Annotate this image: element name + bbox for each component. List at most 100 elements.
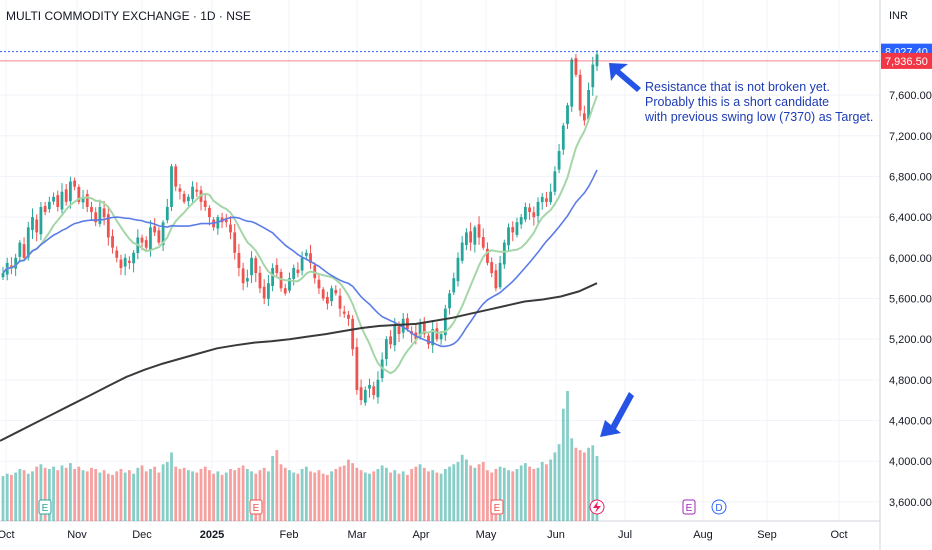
- candle-body: [283, 288, 287, 294]
- volume-bar: [10, 474, 13, 521]
- candle-body: [372, 386, 376, 396]
- candle-body: [342, 311, 346, 314]
- volume-bar: [545, 464, 548, 521]
- candle-body: [507, 227, 510, 246]
- candle-body: [528, 207, 531, 213]
- candle-body: [540, 196, 544, 203]
- candle-body: [582, 113, 586, 121]
- candle-body: [532, 212, 536, 218]
- volume-bar: [98, 472, 102, 521]
- volume-bar: [85, 471, 89, 521]
- candle-body: [536, 201, 540, 217]
- volume-bar: [351, 463, 355, 521]
- volume-bar: [144, 471, 148, 521]
- volume-bar: [300, 469, 304, 521]
- volume-bar: [56, 470, 60, 521]
- volume-bar: [549, 459, 553, 521]
- candle-body: [224, 219, 228, 223]
- candle-body: [304, 252, 308, 256]
- volume-bar: [486, 470, 489, 521]
- volume-bar: [283, 467, 287, 521]
- volume-bar: [481, 461, 485, 521]
- volume-bar: [26, 473, 30, 521]
- candle-body: [90, 206, 93, 213]
- volume-bar: [557, 444, 561, 521]
- volume-bar: [279, 464, 283, 521]
- candle-body: [368, 384, 371, 389]
- candle-body: [557, 151, 561, 170]
- candle-body: [325, 297, 329, 304]
- candle-body: [60, 191, 64, 210]
- volume-bar: [106, 473, 110, 521]
- candle-body: [338, 295, 342, 309]
- volume-bar: [1, 476, 5, 521]
- currency-label: INR: [889, 10, 908, 22]
- y-tick-label: 7,200.00: [889, 131, 932, 143]
- annotation-line-3: with previous swing low (7370) as Target…: [645, 110, 874, 124]
- volume-bar: [393, 470, 397, 521]
- volume-bar: [507, 470, 510, 521]
- candle-body: [237, 252, 241, 268]
- candle-body: [115, 250, 119, 258]
- candle-body: [229, 224, 232, 233]
- volume-bar: [250, 471, 253, 521]
- candle-body: [498, 262, 502, 288]
- volume-bar: [439, 473, 443, 521]
- candle-body: [456, 257, 460, 282]
- candle-body: [178, 188, 182, 192]
- volume-bar: [174, 466, 178, 521]
- candle-body: [73, 180, 77, 187]
- volume-bar: [136, 467, 140, 521]
- candle-body: [359, 387, 363, 401]
- candle-body: [347, 314, 350, 319]
- volume-bar: [473, 467, 477, 521]
- volume-bar: [69, 463, 72, 521]
- volume-bar: [77, 466, 81, 521]
- volume-bar: [149, 469, 152, 521]
- volume-bar: [178, 469, 182, 521]
- volume-bar: [233, 470, 237, 521]
- volume-bar: [119, 469, 123, 521]
- volume-bar: [153, 466, 157, 521]
- candle-body: [418, 323, 422, 337]
- volume-bar: [431, 470, 435, 521]
- volume-bar: [212, 473, 216, 521]
- earnings-marker: [490, 499, 504, 515]
- volume-bar: [258, 470, 262, 521]
- candle-body: [561, 125, 565, 150]
- volume-bar: [355, 467, 359, 521]
- candle-body: [574, 58, 578, 75]
- candle-body: [570, 59, 574, 107]
- candle-body: [591, 64, 595, 88]
- moving-average-line: [2, 95, 598, 375]
- volume-bar: [359, 470, 363, 521]
- volume-bar: [208, 470, 211, 521]
- x-tick-label: Dec: [132, 529, 152, 541]
- candle-body: [182, 193, 186, 202]
- candle-body: [233, 232, 237, 253]
- candle-body: [241, 268, 245, 284]
- volume-bar: [477, 464, 481, 521]
- volume-bar: [313, 472, 317, 521]
- candle-body: [161, 222, 165, 246]
- volume-bar: [317, 470, 321, 521]
- candle-body: [10, 265, 13, 268]
- volume-bar: [338, 466, 342, 521]
- earnings-marker-label: E: [253, 503, 260, 514]
- volume-bar: [502, 467, 506, 521]
- candle-body: [452, 278, 456, 293]
- candle-body: [144, 240, 148, 248]
- volume-bar: [123, 472, 127, 521]
- candle-body: [330, 288, 333, 302]
- volume-bar: [165, 461, 169, 521]
- volume-bar: [132, 473, 135, 521]
- candle-body: [18, 242, 22, 257]
- candle-body: [208, 207, 211, 218]
- candle-body: [77, 186, 81, 202]
- candle-body: [439, 334, 443, 340]
- candle-body: [35, 219, 39, 233]
- candle-body: [587, 90, 590, 120]
- volume-bar: [309, 471, 312, 521]
- volume-bar: [191, 471, 194, 521]
